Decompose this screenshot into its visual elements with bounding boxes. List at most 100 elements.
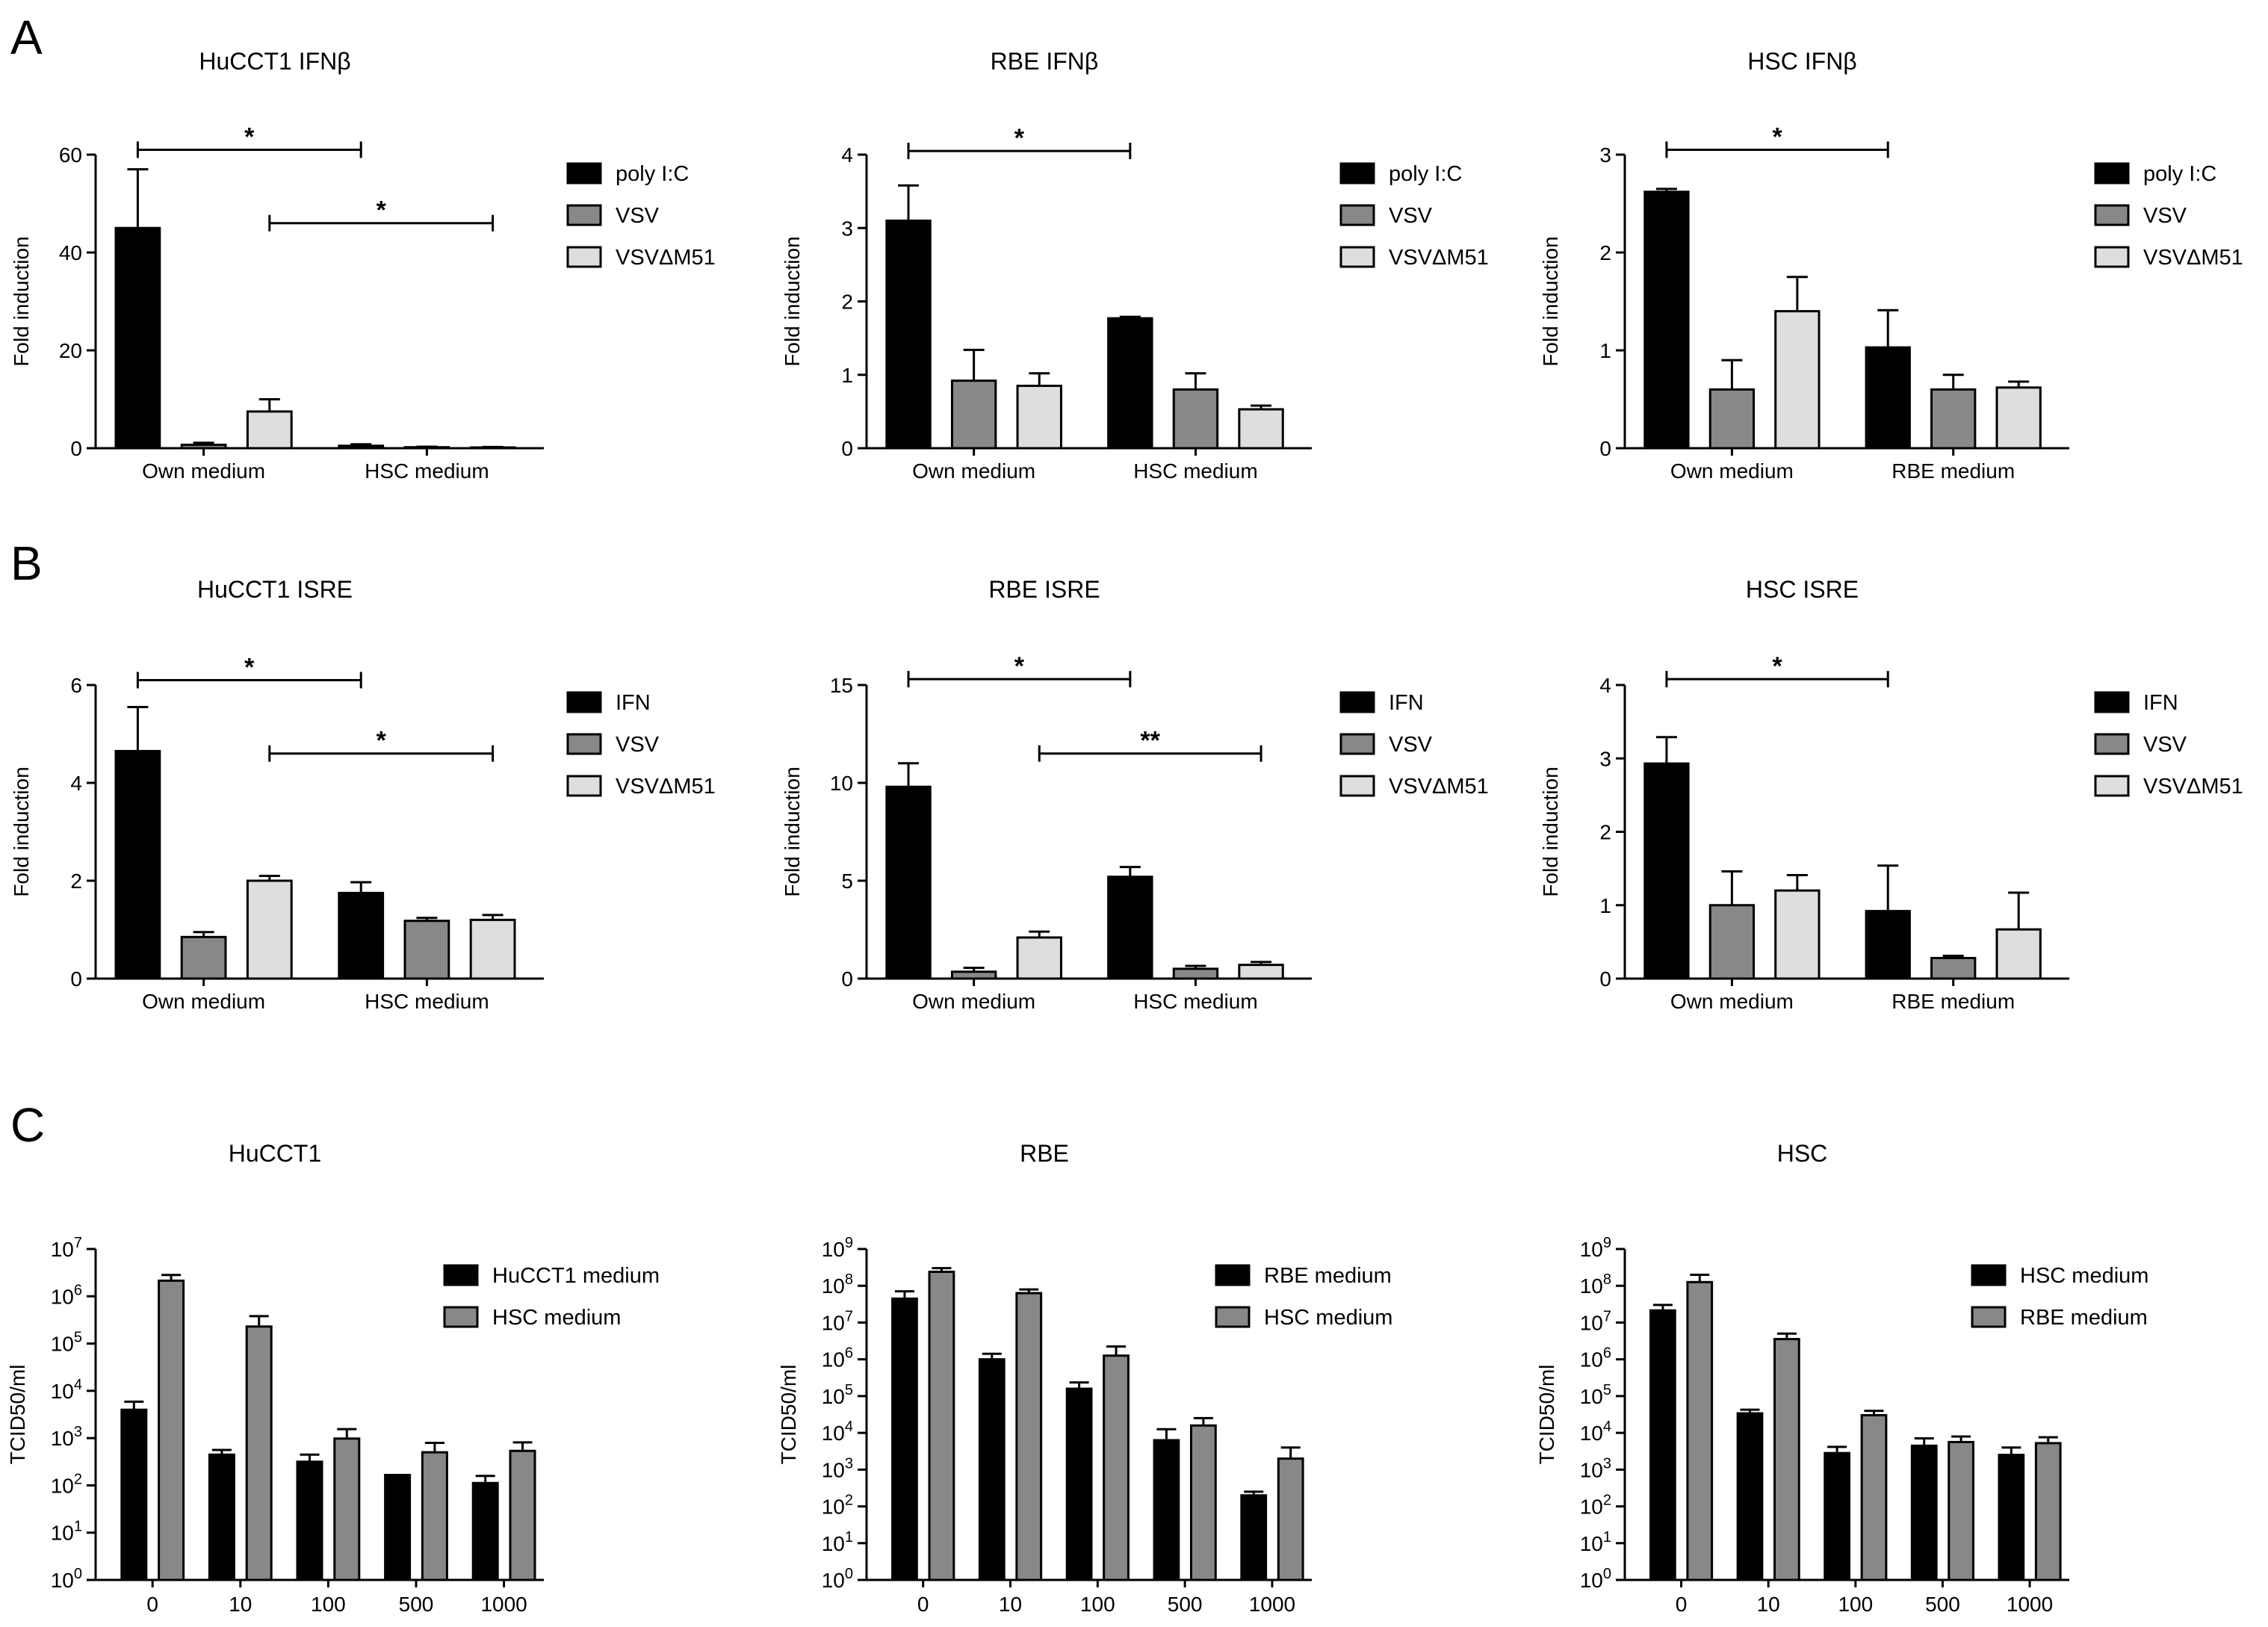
legend-swatch xyxy=(566,246,602,268)
legend-label: VSVΔM51 xyxy=(1389,775,1489,799)
x-tick-label: Own medium xyxy=(142,990,265,1013)
bar xyxy=(384,1474,412,1581)
y-tick-exponent: 4 xyxy=(1603,1419,1611,1435)
y-tick-label: 0 xyxy=(1599,437,1611,460)
y-axis-label: TCID50/ml xyxy=(1535,1365,1558,1465)
bar xyxy=(891,1297,918,1581)
x-tick-label: 10 xyxy=(229,1593,252,1616)
y-tick-label: 104 xyxy=(1580,1419,1611,1445)
y-tick-exponent: 2 xyxy=(845,1493,853,1509)
legend-label: VSV xyxy=(616,733,660,757)
y-axis-label: Fold induction xyxy=(10,766,33,896)
y-tick-exponent: 6 xyxy=(1603,1345,1611,1362)
legend-label: RBE medium xyxy=(2020,1306,2148,1330)
bar xyxy=(246,410,293,450)
legend-swatch xyxy=(1339,775,1375,797)
y-tick-label: 107 xyxy=(51,1235,82,1261)
bar xyxy=(1736,1412,1764,1581)
significance-label: * xyxy=(377,196,387,225)
legend-swatch xyxy=(566,691,602,713)
y-tick-label: 4 xyxy=(841,143,853,167)
y-tick-label: 102 xyxy=(822,1493,853,1519)
y-tick-label: 0 xyxy=(841,437,853,460)
bar xyxy=(245,1325,273,1581)
chart-title: RBE xyxy=(1020,1140,1069,1167)
y-tick-label: 108 xyxy=(822,1271,853,1298)
y-tick-exponent: 9 xyxy=(1603,1235,1611,1251)
chart-4: HuCCT1 ISRE 0 2 4 6 Fold induction Own medium H… xyxy=(10,576,716,1013)
y-tick-label: 2 xyxy=(1599,821,1611,844)
y-tick-label: 4 xyxy=(70,772,82,795)
bar xyxy=(1277,1457,1304,1581)
x-tick-label: 1000 xyxy=(480,1593,527,1616)
legend-label: VSVΔM51 xyxy=(1389,246,1489,270)
legend-label: VSVΔM51 xyxy=(2143,246,2243,270)
significance-label: * xyxy=(1014,652,1025,681)
y-tick-label: 100 xyxy=(822,1566,853,1592)
y-tick-label: 104 xyxy=(51,1377,82,1403)
y-tick-exponent: 1 xyxy=(845,1529,853,1546)
y-tick-exponent: 8 xyxy=(1603,1271,1611,1288)
y-tick-exponent: 0 xyxy=(845,1566,853,1582)
x-tick-label: RBE medium xyxy=(1891,990,2015,1013)
y-tick-label: 105 xyxy=(1580,1382,1611,1408)
y-tick-exponent: 1 xyxy=(1603,1529,1611,1546)
y-tick-label: 3 xyxy=(1599,143,1611,167)
bar xyxy=(246,879,293,980)
legend-swatch xyxy=(1339,691,1375,713)
y-tick-exponent: 2 xyxy=(1603,1493,1611,1509)
x-tick-label: 100 xyxy=(1080,1593,1115,1616)
bar xyxy=(338,891,385,980)
x-tick-label: 500 xyxy=(399,1593,434,1616)
y-tick-label: 2 xyxy=(70,870,82,893)
y-tick-label: 3 xyxy=(1599,747,1611,770)
bar xyxy=(333,1437,361,1581)
y-tick-label: 101 xyxy=(822,1529,853,1555)
bar xyxy=(1016,384,1062,450)
bar xyxy=(1995,928,2042,980)
legend-label: IFN xyxy=(1389,691,1424,715)
y-tick-exponent: 9 xyxy=(845,1235,853,1251)
y-tick-exponent: 3 xyxy=(74,1424,82,1440)
legend-swatch xyxy=(1339,733,1375,755)
legend-label: VSVΔM51 xyxy=(2143,775,2243,799)
y-tick-exponent: 0 xyxy=(74,1566,82,1582)
x-tick-label: Own medium xyxy=(1670,990,1794,1013)
legend-swatch xyxy=(1339,204,1375,226)
y-axis-label: TCID50/ml xyxy=(777,1365,800,1465)
x-tick-label: 500 xyxy=(1168,1593,1203,1616)
x-tick-label: Own medium xyxy=(912,459,1035,483)
bar xyxy=(1107,317,1153,450)
y-tick-label: 109 xyxy=(822,1235,853,1261)
bar xyxy=(1860,1413,1888,1581)
y-tick-label: 10 xyxy=(830,772,853,795)
bar xyxy=(1930,956,1977,980)
bar xyxy=(208,1453,235,1581)
y-tick-exponent: 7 xyxy=(1603,1308,1611,1324)
legend-swatch xyxy=(566,733,602,755)
y-tick-exponent: 5 xyxy=(74,1330,82,1346)
y-tick-exponent: 7 xyxy=(845,1308,853,1324)
y-tick-label: 103 xyxy=(51,1424,82,1450)
bar xyxy=(120,1408,148,1581)
y-tick-label: 105 xyxy=(51,1330,82,1356)
legend-swatch xyxy=(566,162,602,185)
legend-label: poly I:C xyxy=(1389,162,1462,186)
chart-title: HuCCT1 ISRE xyxy=(197,576,353,603)
significance-label: ** xyxy=(1140,727,1160,755)
bar xyxy=(1774,889,1821,980)
legend-swatch xyxy=(2094,733,2130,755)
y-tick-label: 106 xyxy=(51,1282,82,1308)
significance-label: * xyxy=(1772,652,1782,681)
legend-label: VSV xyxy=(2143,733,2187,757)
legend-label: HSC medium xyxy=(1264,1306,1392,1330)
x-tick-label: 1000 xyxy=(2007,1593,2053,1616)
legend-label: HSC medium xyxy=(492,1306,621,1330)
y-axis-label: TCID50/ml xyxy=(6,1365,29,1465)
bar xyxy=(1172,388,1219,450)
bar xyxy=(1649,1309,1676,1581)
y-axis-label: Fold induction xyxy=(781,766,804,896)
legend-label: poly I:C xyxy=(2143,162,2216,186)
bar xyxy=(403,920,450,980)
y-tick-label: 1 xyxy=(1599,339,1611,362)
